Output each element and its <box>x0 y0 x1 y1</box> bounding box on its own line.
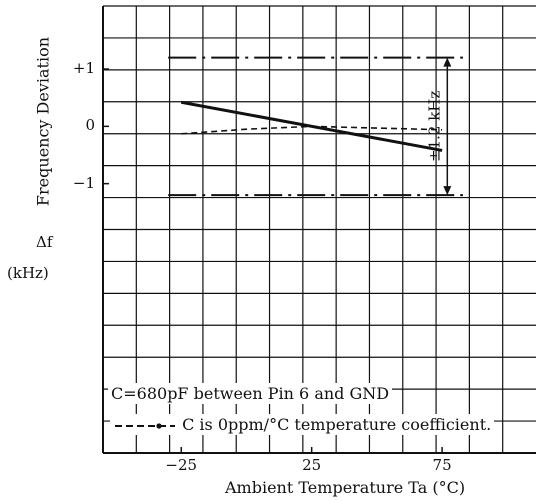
span-label: ±1.2 kHz <box>425 91 443 162</box>
note-2: C is 0ppm/°C temperature coefficient. <box>110 414 495 435</box>
x-tick-label: −25 <box>165 456 198 474</box>
series-line-dashed <box>181 125 443 135</box>
y-axis-unit: (kHz) <box>7 264 49 282</box>
series-group <box>180 100 443 152</box>
plot-frame <box>102 5 536 454</box>
dashed-legend-swatch <box>115 422 175 429</box>
note-1-text: C=680pF between Pin 6 and GND <box>111 384 390 403</box>
note-1: C=680pF between Pin 6 and GND <box>108 383 393 404</box>
x-tick-label: 75 <box>432 456 452 474</box>
y-tick-label: +1 <box>72 59 95 78</box>
y-axis-label: Frequency Deviation <box>33 36 53 207</box>
note-2-text: C is 0ppm/°C temperature coefficient. <box>182 415 492 434</box>
y-axis-symbol: Δf <box>36 233 53 251</box>
span-arrow-head-up <box>443 57 452 67</box>
y-tick-label: 0 <box>85 116 95 135</box>
limit-lines <box>168 56 463 197</box>
span-arrow-head-down <box>443 186 452 196</box>
y-tick-label: −1 <box>72 173 95 192</box>
x-axis-label: Ambient Temperature Ta (°C) <box>225 478 466 497</box>
x-tick-label: 25 <box>302 456 322 474</box>
span-annotation: ±1.2 kHz <box>425 57 452 196</box>
